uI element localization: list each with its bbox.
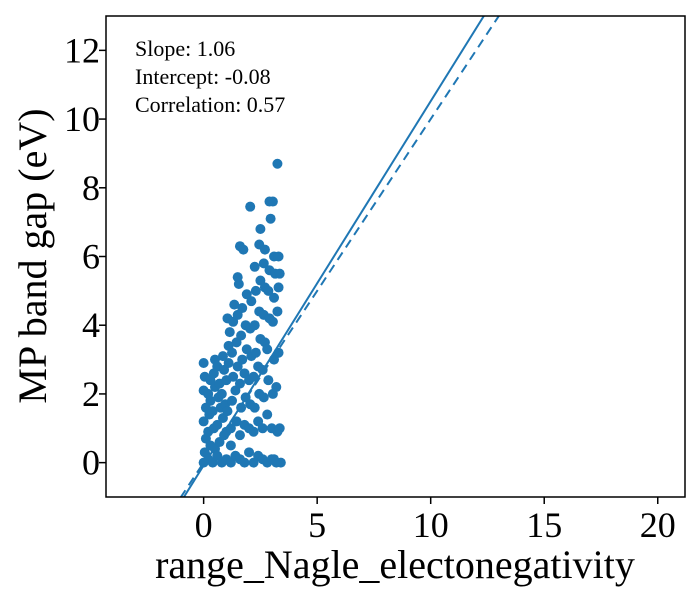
- data-point: [225, 440, 236, 451]
- data-point: [217, 351, 228, 362]
- data-point: [273, 347, 284, 358]
- y-tick-label: 6: [82, 237, 100, 277]
- data-point: [237, 354, 248, 365]
- data-point: [267, 316, 278, 327]
- data-point: [234, 430, 245, 441]
- identity-line: [179, 16, 501, 497]
- data-point: [227, 347, 238, 358]
- y-tick-label: 10: [64, 99, 100, 139]
- y-tick-label: 2: [82, 374, 100, 414]
- data-point: [263, 285, 274, 296]
- data-point: [237, 303, 248, 314]
- data-point: [238, 244, 249, 255]
- data-point: [212, 419, 223, 430]
- data-point: [234, 378, 245, 389]
- data-point: [216, 388, 227, 399]
- data-point: [228, 371, 239, 382]
- x-tick-label: 15: [526, 505, 562, 545]
- data-point: [222, 406, 233, 417]
- data-point: [269, 292, 280, 303]
- data-point: [225, 423, 236, 434]
- data-point: [249, 261, 260, 272]
- data-point: [272, 158, 283, 169]
- data-point: [249, 320, 260, 331]
- data-point: [248, 426, 259, 437]
- data-point: [257, 423, 268, 434]
- data-point: [236, 402, 247, 413]
- regression-lines: [179, 16, 501, 497]
- y-tick-label: 8: [82, 168, 100, 208]
- annotation-slope: Slope: 1.06: [135, 36, 235, 61]
- y-axis-label: MP band gap (eV): [10, 108, 55, 403]
- data-point: [231, 416, 242, 427]
- data-point: [269, 454, 280, 465]
- data-point: [262, 344, 273, 355]
- x-tick-label: 20: [640, 505, 676, 545]
- data-point: [262, 409, 273, 420]
- x-axis-label: range_Nagle_electonegativity: [155, 542, 635, 587]
- x-tick-label: 0: [195, 505, 213, 545]
- data-point: [274, 268, 285, 279]
- data-point: [223, 358, 234, 369]
- data-point: [263, 375, 274, 386]
- fit-line: [182, 16, 485, 497]
- y-tick-label: 0: [82, 443, 100, 483]
- data-point: [255, 224, 266, 235]
- data-point: [273, 282, 284, 293]
- data-point: [236, 330, 247, 341]
- data-point: [205, 395, 216, 406]
- data-point: [250, 347, 261, 358]
- scatter-points: [198, 158, 286, 468]
- x-axis-ticks: 0 5 10 15 20: [195, 497, 676, 545]
- data-point: [271, 382, 282, 393]
- data-point: [267, 196, 278, 207]
- x-tick-label: 10: [413, 505, 449, 545]
- y-tick-label: 12: [64, 30, 100, 70]
- data-point: [257, 364, 268, 375]
- data-point: [224, 327, 235, 338]
- data-point: [227, 395, 238, 406]
- data-point: [250, 285, 261, 296]
- data-point: [198, 358, 209, 369]
- annotation-intercept: Intercept: -0.08: [135, 64, 271, 89]
- data-point: [272, 306, 283, 317]
- data-point: [249, 402, 260, 413]
- data-point: [232, 272, 243, 283]
- data-point: [246, 296, 257, 307]
- data-point: [273, 251, 284, 262]
- y-axis-ticks: 0 2 4 6 8 10 12: [64, 30, 106, 483]
- data-point: [198, 416, 209, 427]
- data-point: [265, 213, 276, 224]
- data-point: [248, 371, 259, 382]
- annotation-correlation: Correlation: 0.57: [135, 92, 285, 117]
- data-point: [207, 406, 218, 417]
- data-point: [244, 447, 255, 458]
- y-tick-label: 4: [82, 305, 100, 345]
- data-point: [258, 258, 269, 269]
- x-tick-label: 5: [308, 505, 326, 545]
- data-point: [259, 244, 270, 255]
- data-point: [239, 457, 250, 468]
- data-point: [229, 299, 240, 310]
- data-point: [258, 392, 269, 403]
- data-point: [274, 423, 285, 434]
- data-point: [245, 201, 256, 212]
